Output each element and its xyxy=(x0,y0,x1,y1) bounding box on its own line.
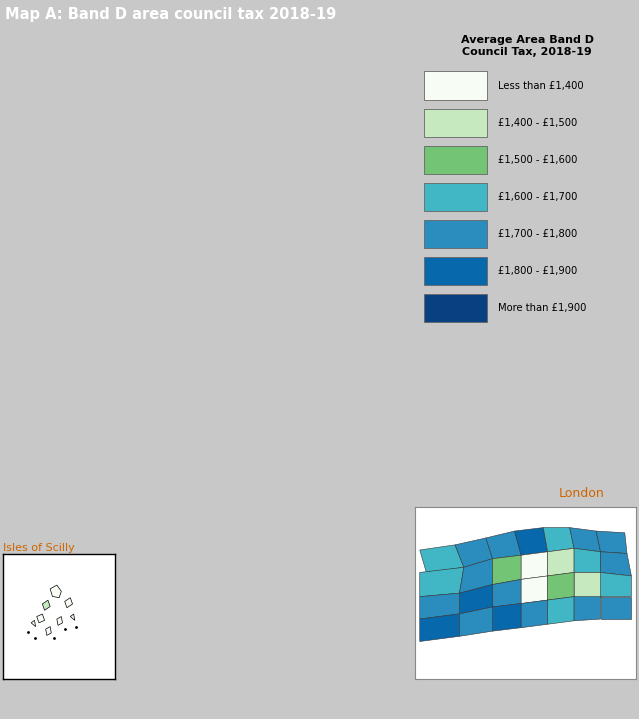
Bar xyxy=(424,71,487,100)
Polygon shape xyxy=(548,572,574,600)
Bar xyxy=(424,145,487,174)
Text: £1,500 - £1,600: £1,500 - £1,600 xyxy=(498,155,578,165)
Text: London: London xyxy=(558,487,604,500)
Polygon shape xyxy=(521,576,548,603)
Text: More than £1,900: More than £1,900 xyxy=(498,303,587,313)
Polygon shape xyxy=(521,551,548,580)
Polygon shape xyxy=(50,585,61,597)
Polygon shape xyxy=(31,620,36,627)
Text: Average Area Band D
Council Tax, 2018-19: Average Area Band D Council Tax, 2018-19 xyxy=(461,35,594,57)
Polygon shape xyxy=(42,600,50,610)
Bar xyxy=(424,183,487,211)
Polygon shape xyxy=(574,572,601,597)
Polygon shape xyxy=(493,580,521,607)
Text: £1,400 - £1,500: £1,400 - £1,500 xyxy=(498,118,578,128)
Polygon shape xyxy=(65,597,73,608)
Polygon shape xyxy=(57,617,63,626)
Polygon shape xyxy=(46,627,51,636)
Polygon shape xyxy=(596,531,627,554)
Polygon shape xyxy=(548,597,574,624)
Polygon shape xyxy=(601,572,631,597)
Polygon shape xyxy=(601,551,631,576)
Polygon shape xyxy=(420,545,464,572)
Polygon shape xyxy=(459,559,493,593)
Polygon shape xyxy=(36,614,45,623)
Text: £1,600 - £1,700: £1,600 - £1,700 xyxy=(498,192,578,202)
Polygon shape xyxy=(548,549,574,576)
Bar xyxy=(424,220,487,248)
Polygon shape xyxy=(514,528,548,555)
Polygon shape xyxy=(574,549,601,572)
Polygon shape xyxy=(70,614,75,620)
Polygon shape xyxy=(420,567,464,597)
Polygon shape xyxy=(574,597,601,620)
Text: £1,700 - £1,800: £1,700 - £1,800 xyxy=(498,229,578,239)
Polygon shape xyxy=(601,597,631,619)
Polygon shape xyxy=(493,555,521,585)
Polygon shape xyxy=(455,538,493,567)
Polygon shape xyxy=(486,531,521,559)
Polygon shape xyxy=(420,614,459,641)
Bar xyxy=(424,257,487,285)
Text: Map A: Band D area council tax 2018-19: Map A: Band D area council tax 2018-19 xyxy=(5,6,336,22)
Polygon shape xyxy=(543,528,574,551)
Polygon shape xyxy=(570,528,601,551)
Polygon shape xyxy=(493,603,521,631)
Polygon shape xyxy=(521,600,548,628)
Text: Less than £1,400: Less than £1,400 xyxy=(498,81,583,91)
Bar xyxy=(424,294,487,322)
Text: £1,800 - £1,900: £1,800 - £1,900 xyxy=(498,266,578,276)
Polygon shape xyxy=(459,607,493,636)
Text: Isles of Scilly: Isles of Scilly xyxy=(3,544,75,554)
Bar xyxy=(424,109,487,137)
Polygon shape xyxy=(459,585,493,614)
Polygon shape xyxy=(420,593,459,619)
